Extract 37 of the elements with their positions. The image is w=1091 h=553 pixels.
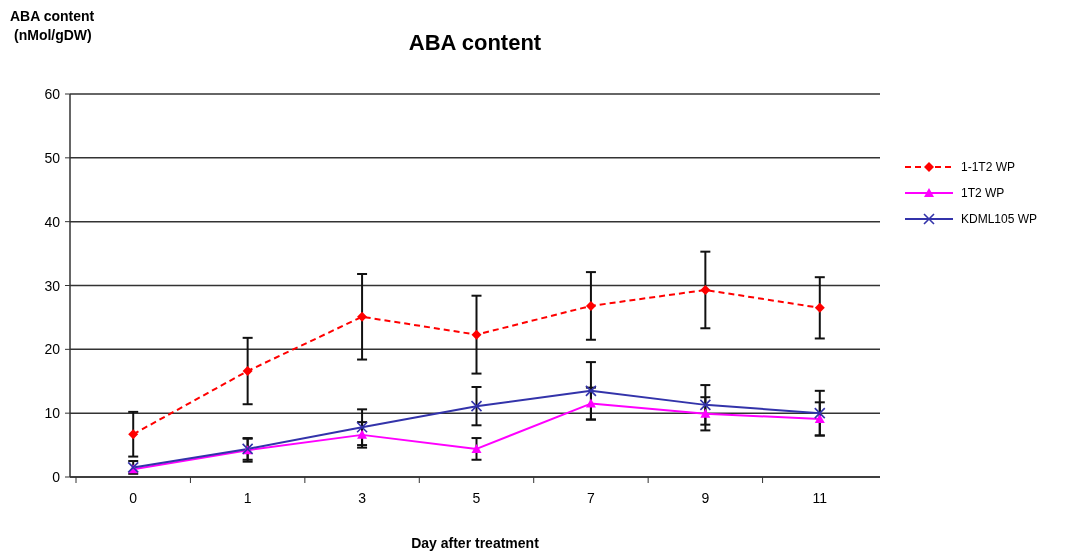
chart-title: ABA content bbox=[408, 30, 542, 55]
legend-label: 1-1T2 WP bbox=[961, 160, 1016, 174]
point bbox=[128, 429, 139, 440]
point bbox=[585, 300, 596, 311]
x-tick-label: 3 bbox=[358, 490, 367, 506]
x-tick-label: 5 bbox=[472, 490, 481, 506]
point bbox=[242, 366, 253, 377]
y-tick-label: 60 bbox=[44, 86, 61, 102]
x-tick-label: 9 bbox=[701, 490, 710, 506]
y-tick-label: 30 bbox=[44, 277, 61, 294]
point bbox=[471, 443, 482, 453]
legend-label: KDML105 WP bbox=[961, 212, 1038, 226]
y-tick-label: 10 bbox=[44, 405, 61, 422]
point bbox=[700, 284, 711, 295]
y-tick-label: 40 bbox=[44, 213, 61, 230]
legend-label: 1T2 WP bbox=[961, 186, 1005, 200]
x-axis-title: Day after treatment bbox=[411, 535, 540, 551]
point bbox=[470, 400, 483, 412]
point bbox=[700, 408, 711, 418]
point bbox=[357, 311, 368, 322]
point bbox=[585, 385, 597, 397]
point bbox=[357, 429, 368, 439]
point bbox=[356, 421, 368, 434]
point bbox=[814, 413, 825, 423]
y-axis-title: ABA content (nMol/gDW) bbox=[10, 8, 95, 43]
y-tick-label: 20 bbox=[44, 341, 61, 358]
point bbox=[814, 302, 825, 313]
x-tick-label: 7 bbox=[587, 490, 596, 506]
point bbox=[471, 329, 482, 340]
y-tick-label: 50 bbox=[44, 149, 61, 166]
point bbox=[813, 407, 826, 419]
x-tick-label: 0 bbox=[129, 490, 138, 506]
point bbox=[699, 399, 712, 411]
y-tick-label: 0 bbox=[52, 469, 61, 485]
x-tick-label: 1 bbox=[243, 490, 252, 506]
x-tick-label: 11 bbox=[812, 490, 828, 506]
point bbox=[585, 398, 596, 408]
